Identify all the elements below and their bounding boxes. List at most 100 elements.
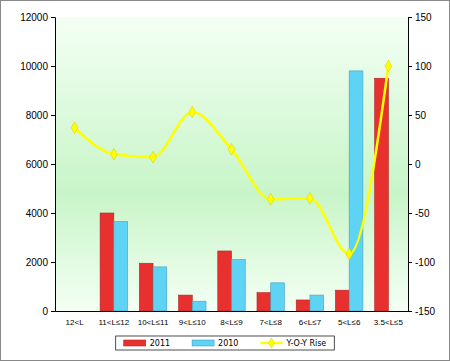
y-tick-mark [51, 164, 55, 165]
y-tick: 12000 [20, 12, 55, 23]
legend-swatch [124, 340, 146, 346]
y2-tick-mark [408, 213, 412, 214]
x-tick-label: 5<L≤6 [338, 318, 361, 327]
line-marker [267, 193, 274, 205]
bar [100, 213, 114, 311]
y2-tick-label: 50 [415, 110, 427, 121]
y-tick-mark [51, 115, 55, 116]
y2-tick-mark [408, 17, 412, 18]
y-tick-label: 12000 [20, 12, 48, 23]
y2-tick-label: 100 [415, 61, 432, 72]
y-tick: 6000 [26, 159, 55, 170]
legend-swatch [192, 340, 214, 346]
y-tick-mark [51, 17, 55, 18]
line-marker [150, 151, 157, 163]
y-tick-label: 8000 [26, 110, 49, 121]
legend-item: 2010 [192, 339, 238, 348]
legend-item: Y-O-Y Rise [260, 338, 326, 348]
y-tick-label: 10000 [20, 61, 48, 72]
y-tick-mark [51, 213, 55, 214]
legend-label: 2011 [150, 339, 170, 348]
line-marker [189, 106, 196, 118]
x-tick: 3.5<L≤5 [374, 318, 404, 327]
x-tick-label: 8<L≤9 [220, 318, 243, 327]
x-tick-label: 11<L≤12 [98, 318, 129, 327]
y2-tick: 150 [408, 12, 432, 23]
bar [257, 293, 271, 311]
legend-box [116, 336, 335, 350]
y2-tick-label: 150 [415, 12, 432, 23]
bar [61, 311, 75, 312]
legend-label: 2010 [218, 339, 238, 348]
line-marker [71, 122, 78, 134]
y-tick: 2000 [26, 257, 55, 268]
x-tick-label: 6<L≤7 [299, 318, 322, 327]
y2-tick-mark [408, 164, 412, 165]
x-tick-label: 9<L≤10 [179, 318, 206, 327]
y2-tick-label: 0 [415, 159, 421, 170]
x-tick: 5<L≤6 [338, 318, 361, 327]
bar [153, 267, 167, 311]
bar [192, 301, 206, 311]
x-tick-label: 3.5<L≤5 [374, 318, 404, 327]
y-tick: 4000 [26, 208, 55, 219]
line-marker [110, 148, 117, 160]
y-tick-mark [51, 66, 55, 67]
y2-tick-mark [408, 66, 412, 67]
y-tick: 0 [42, 306, 55, 317]
bar [114, 222, 128, 311]
y-tick-label: 6000 [26, 159, 49, 170]
x-tick: 7<L≤8 [260, 318, 283, 327]
bar [349, 71, 363, 311]
chart: 0 2000 4000 6000 8000 10000 12000 -150 -100 -50 0 5… [0, 0, 450, 361]
y2-tick: -50 [408, 208, 430, 219]
y2-tick-label: -150 [415, 306, 435, 317]
chart-frame [1, 1, 450, 361]
x-tick-label: 10<L≤11 [138, 318, 169, 327]
line-marker [346, 248, 353, 260]
y2-tick: 0 [408, 159, 421, 170]
x-tick-label: 7<L≤8 [260, 318, 283, 327]
y-tick-label: 4000 [26, 208, 49, 219]
bar [139, 263, 153, 311]
y-axis: 0 2000 4000 6000 8000 10000 12000 [20, 12, 55, 317]
bar [232, 260, 246, 311]
legend-label: Y-O-Y Rise [285, 339, 326, 348]
y2-tick: 100 [408, 61, 432, 72]
line [75, 66, 389, 254]
line-marker [228, 143, 235, 155]
bar [296, 300, 310, 311]
line-marker [307, 192, 314, 204]
line-marker [385, 60, 392, 72]
y-axis-line [51, 18, 56, 312]
legend-item: 2011 [124, 339, 170, 348]
legend: 2011 2010 Y-O-Y Rise [116, 336, 335, 350]
x-tick: 12<L [66, 318, 85, 327]
bar [335, 290, 349, 311]
marks [71, 60, 392, 311]
x-tick: 9<L≤10 [179, 318, 206, 327]
y2-tick-mark [408, 311, 412, 312]
y2-tick-mark [408, 115, 412, 116]
y2-axis: -150 -100 -50 0 50 100 150 [408, 12, 435, 317]
x-tick: 8<L≤9 [220, 318, 243, 327]
y2-tick: -100 [408, 257, 435, 268]
legend-swatch-marker [269, 338, 275, 348]
bar [271, 283, 285, 311]
y2-tick-label: -50 [415, 208, 430, 219]
x-axis-line [56, 311, 409, 312]
x-axis: 12<L 11<L≤12 10<L≤11 9<L≤10 8<L≤9 7<L≤8 6<L≤7 5… [56, 312, 409, 327]
bar [310, 295, 324, 311]
bar-series [100, 78, 388, 311]
bar [388, 311, 402, 312]
y2-tick: 50 [408, 110, 427, 121]
bar [179, 295, 193, 311]
y-tick: 8000 [26, 110, 55, 121]
y-tick: 10000 [20, 61, 55, 72]
x-tick: 10<L≤11 [138, 318, 169, 327]
y-tick-label: 0 [42, 306, 48, 317]
bar [75, 311, 89, 312]
plot: 0 2000 4000 6000 8000 10000 12000 -150 -100 -50 0 5… [20, 12, 435, 327]
y-tick-mark [51, 311, 55, 312]
x-tick-label: 12<L [66, 318, 85, 327]
